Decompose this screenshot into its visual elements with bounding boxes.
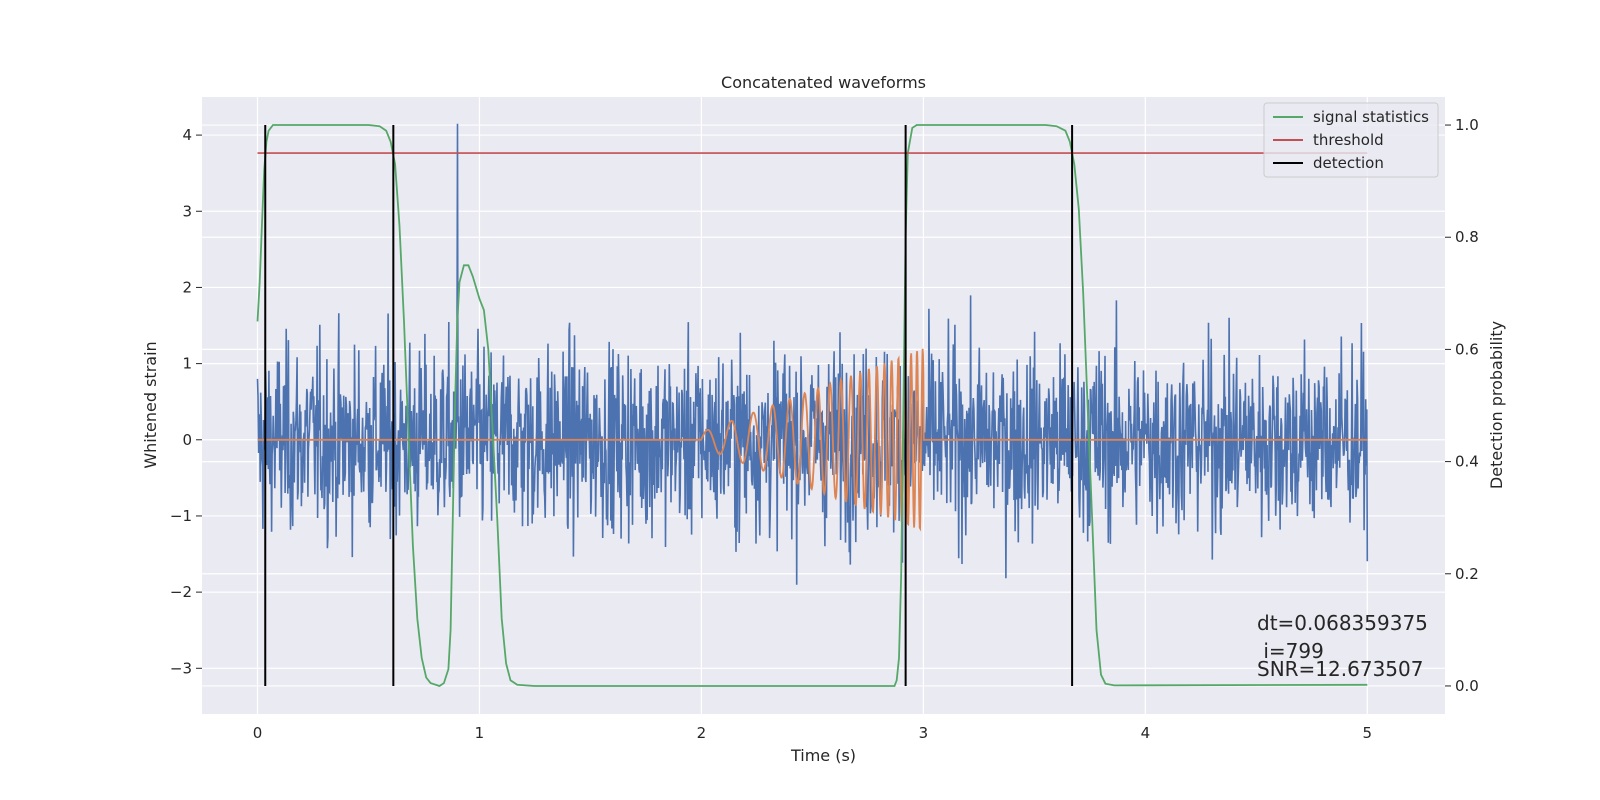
x-tick-label: 2 [697, 724, 707, 742]
y2-tick-label: 0.6 [1455, 340, 1479, 358]
y2-tick-label: 0.2 [1455, 565, 1479, 583]
y2-tick-label: 0.0 [1455, 677, 1479, 695]
legend-item-signal-statistics: signal statistics [1273, 108, 1429, 126]
x-tick-label: 4 [1141, 724, 1151, 742]
legend: signal statistics threshold detection [1263, 102, 1439, 178]
y-tick-label: 4 [182, 126, 192, 144]
legend-item-detection: detection [1273, 154, 1384, 172]
annotation-index: i=799 [1257, 639, 1324, 663]
y-tick-label: 1 [182, 355, 192, 373]
annotation-snr: SNR=12.673507 [1257, 657, 1423, 681]
y-tick-label: −1 [170, 507, 192, 525]
chart-title: Concatenated waveforms [721, 73, 926, 92]
legend-label-signal-statistics: signal statistics [1313, 108, 1429, 126]
y-tick-label: 0 [182, 431, 192, 449]
y-tick-label: −3 [170, 659, 192, 677]
y2-tick-label: 0.8 [1455, 228, 1479, 246]
legend-label-detection: detection [1313, 154, 1384, 172]
x-tick-label: 5 [1363, 724, 1373, 742]
legend-label-threshold: threshold [1313, 131, 1384, 149]
x-axis-label: Time (s) [790, 746, 856, 765]
y2-axis-label: Detection probability [1487, 321, 1506, 489]
y-tick-label: −2 [170, 583, 192, 601]
y-axis-label: Whitened strain [141, 341, 160, 468]
y-tick-label: 3 [182, 202, 192, 220]
y2-tick-label: 0.4 [1455, 453, 1479, 471]
x-tick-label: 1 [475, 724, 485, 742]
x-tick-label: 0 [253, 724, 263, 742]
series-injected-signal-line [257, 348, 1368, 532]
annotation-dt: dt=0.068359375 [1257, 611, 1428, 635]
y2-tick-label: 1.0 [1455, 116, 1479, 134]
y-tick-label: 2 [182, 278, 192, 296]
legend-item-threshold: threshold [1273, 131, 1384, 149]
x-tick-label: 3 [919, 724, 929, 742]
annotation-block: dt=0.068359375 i=799 SNR=12.673507 [1257, 611, 1428, 681]
legend-box [1263, 102, 1439, 178]
ticks: 0 1 2 3 4 5 −3 −2 −1 0 1 2 3 4 0.0 0.2 0.4 0.6 0.8 1.0 [170, 116, 1479, 742]
data-layer [256, 123, 1369, 687]
series-whitened-strain-line [256, 123, 1369, 585]
